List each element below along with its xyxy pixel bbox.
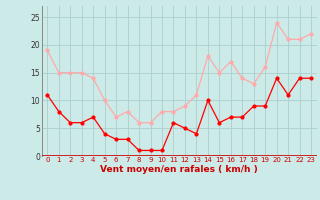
X-axis label: Vent moyen/en rafales ( km/h ): Vent moyen/en rafales ( km/h ) (100, 165, 258, 174)
